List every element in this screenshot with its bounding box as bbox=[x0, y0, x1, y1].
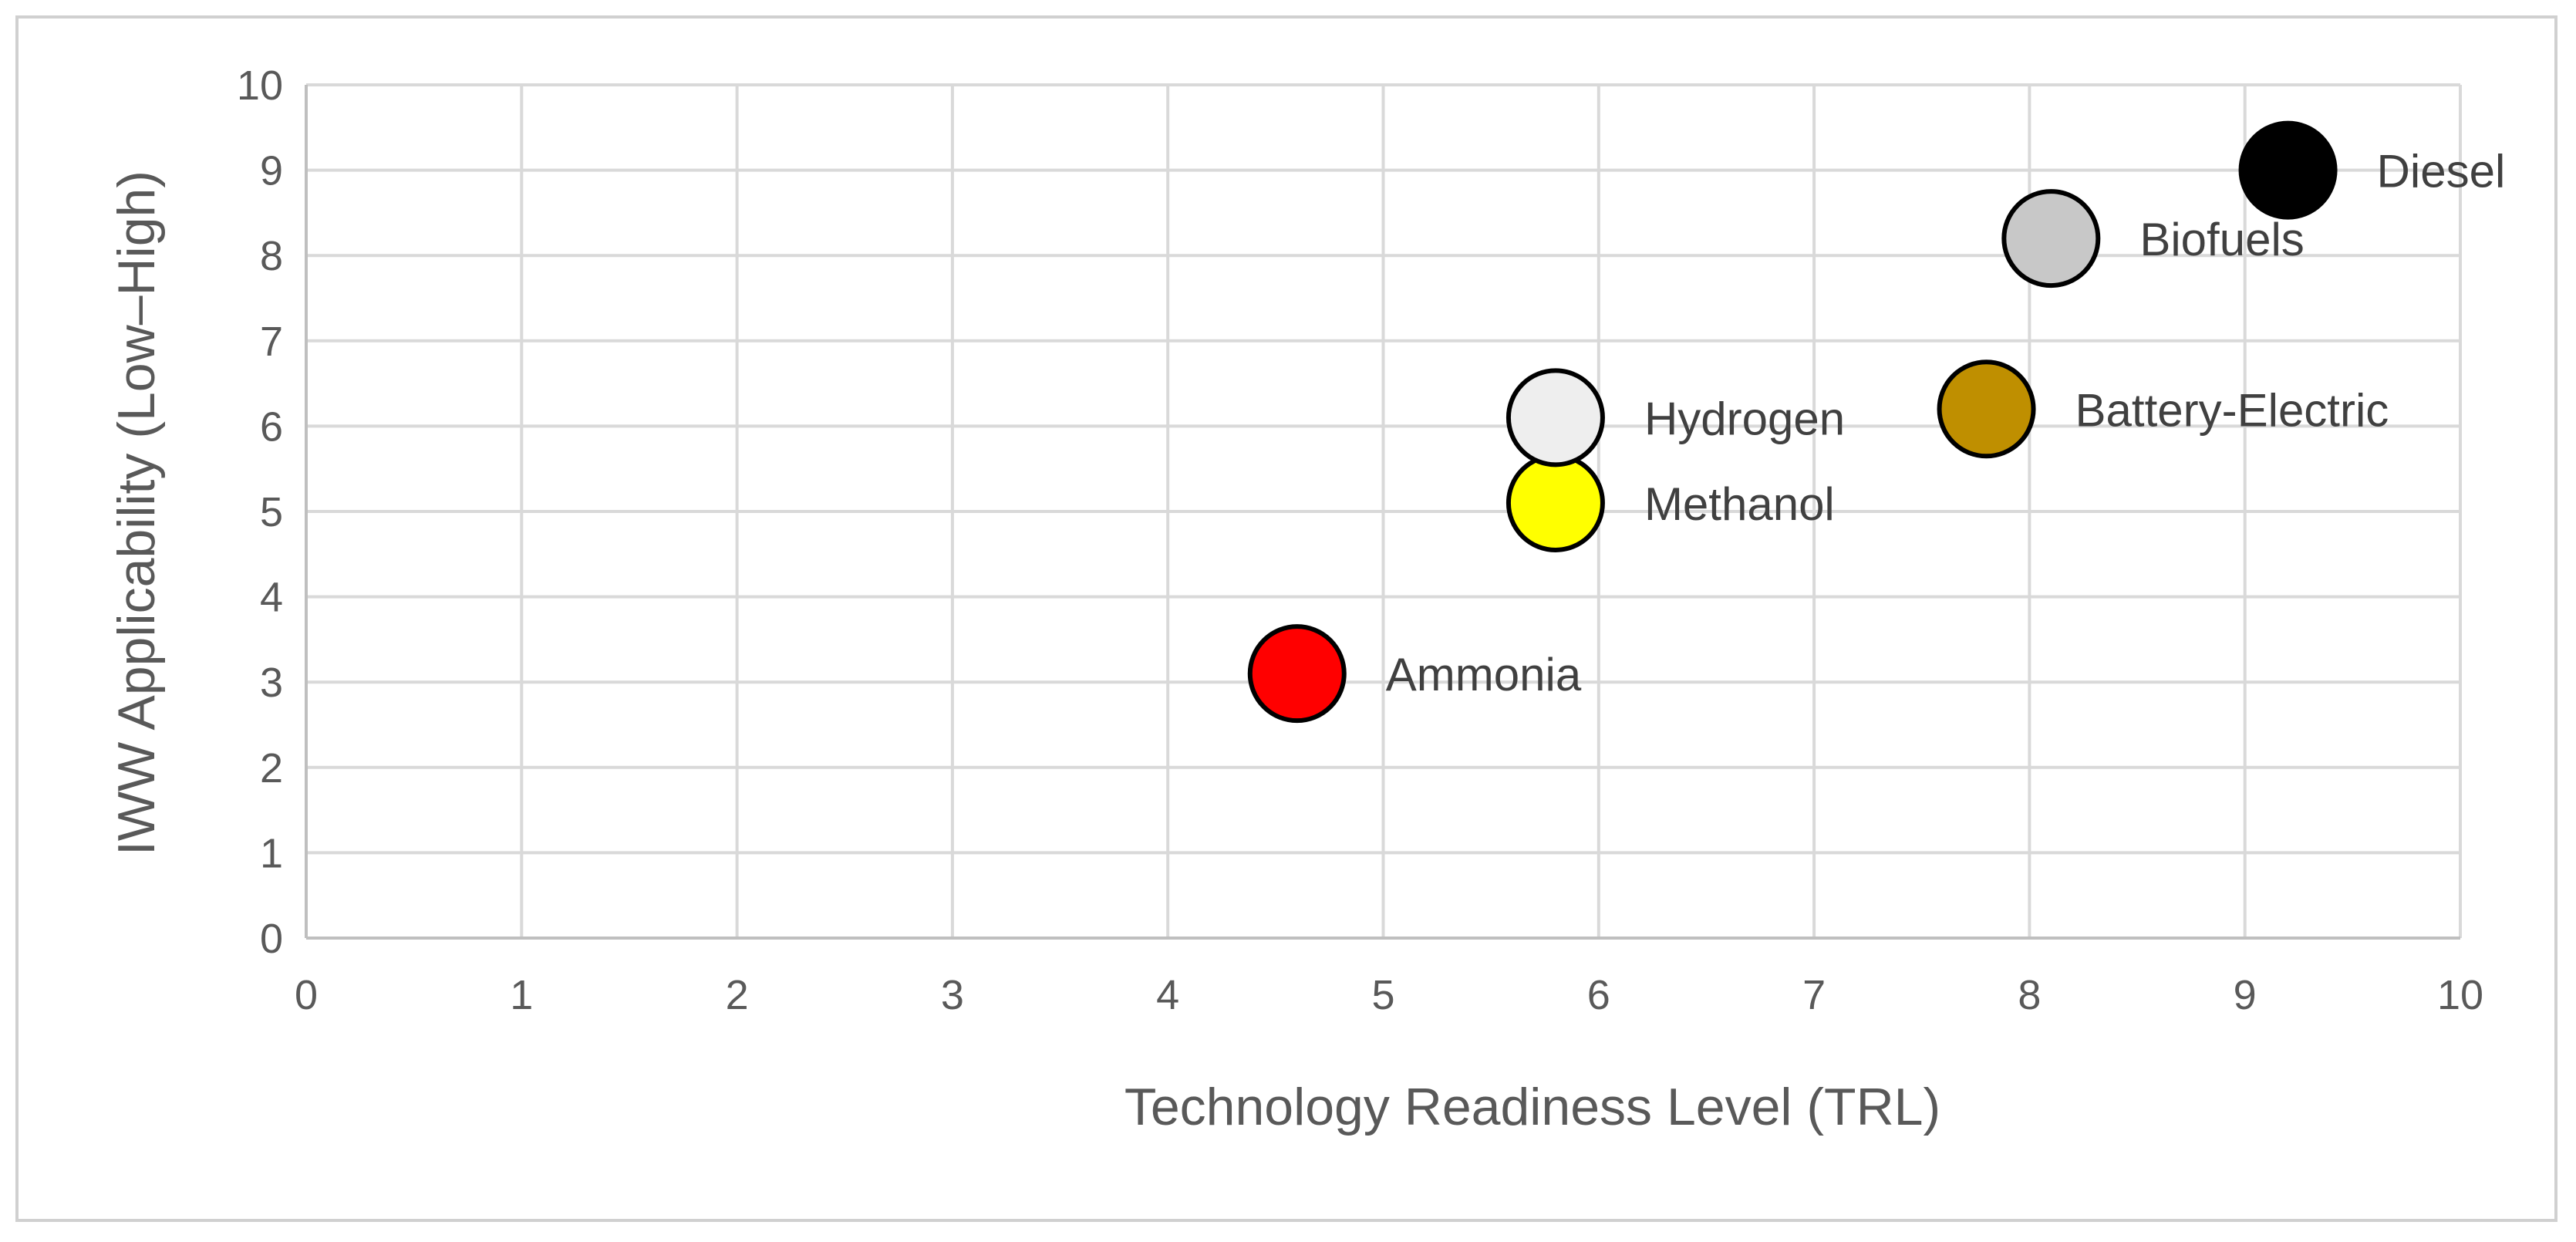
x-tick-labels: 0 1 2 3 4 5 6 7 8 9 10 bbox=[295, 972, 2483, 1018]
data-label: Hydrogen bbox=[1644, 393, 1845, 444]
data-label: Battery-Electric bbox=[2075, 384, 2389, 436]
y-tick-labels: 0 1 2 3 4 5 6 7 8 9 10 bbox=[237, 62, 283, 962]
y-tick-label: 0 bbox=[260, 916, 283, 962]
data-label: Ammonia bbox=[1386, 649, 1582, 700]
axes bbox=[305, 85, 2460, 940]
y-tick-label: 5 bbox=[260, 489, 283, 535]
data-point bbox=[2238, 120, 2338, 220]
data-point bbox=[1937, 359, 2036, 459]
x-tick-label: 8 bbox=[2018, 972, 2041, 1018]
x-tick-label: 7 bbox=[1802, 972, 1826, 1018]
data-label: Diesel bbox=[2377, 146, 2506, 197]
x-tick-label: 5 bbox=[1371, 972, 1394, 1018]
y-tick-label: 4 bbox=[260, 575, 283, 621]
data-label: Biofuels bbox=[2139, 214, 2304, 265]
y-tick-label: 7 bbox=[260, 319, 283, 365]
data-points bbox=[1247, 120, 2338, 724]
y-tick-label: 6 bbox=[260, 403, 283, 450]
data-label: Methanol bbox=[1644, 478, 1835, 530]
x-tick-label: 10 bbox=[2437, 972, 2483, 1018]
x-tick-label: 3 bbox=[941, 972, 964, 1018]
x-tick-label: 0 bbox=[295, 972, 318, 1018]
y-tick-label: 2 bbox=[260, 745, 283, 791]
x-tick-label: 2 bbox=[726, 972, 749, 1018]
chart-frame bbox=[15, 15, 2557, 1222]
data-point-labels: Ammonia Methanol Hydrogen Battery-Electric B… bbox=[1386, 146, 2506, 701]
data-point bbox=[1247, 624, 1347, 724]
y-tick-label: 9 bbox=[260, 148, 283, 194]
x-axis-title: Technology Readiness Level (TRL) bbox=[1124, 1078, 1940, 1136]
grid bbox=[305, 83, 2462, 940]
x-tick-label: 1 bbox=[510, 972, 533, 1018]
x-tick-label: 6 bbox=[1587, 972, 1610, 1018]
x-tick-label: 4 bbox=[1156, 972, 1179, 1018]
y-axis-title: IWW Applicability (Low–High) bbox=[107, 170, 166, 856]
data-point bbox=[2001, 189, 2101, 289]
x-tick-label: 9 bbox=[2234, 972, 2257, 1018]
y-tick-label: 3 bbox=[260, 660, 283, 706]
y-tick-label: 10 bbox=[237, 62, 283, 109]
data-point bbox=[1505, 368, 1605, 467]
y-tick-label: 8 bbox=[260, 233, 283, 279]
y-tick-label: 1 bbox=[260, 830, 283, 876]
data-point bbox=[1505, 453, 1605, 552]
